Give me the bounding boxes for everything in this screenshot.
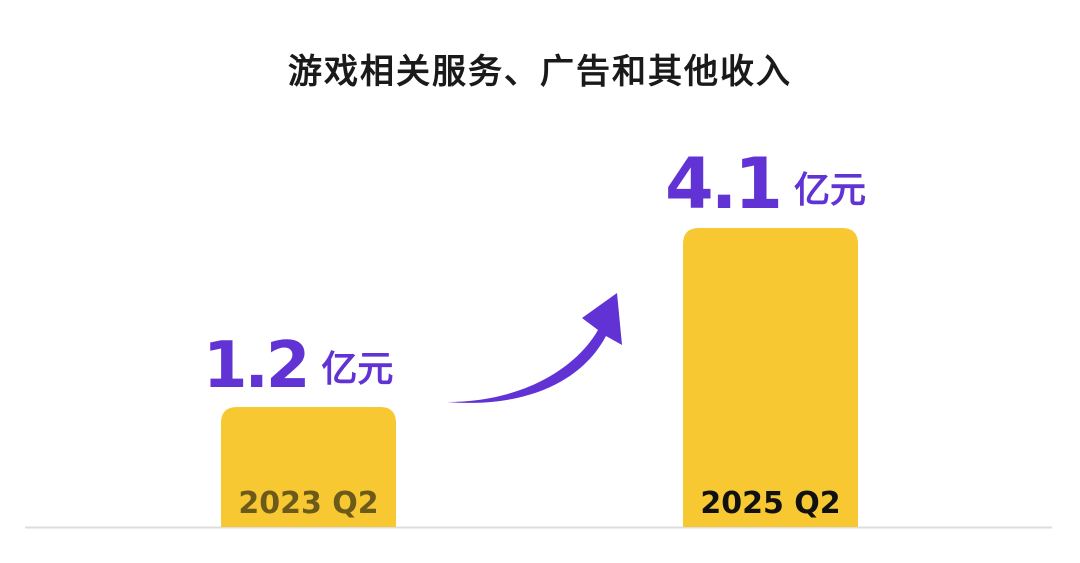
bar-2025-Q2 [683, 228, 858, 527]
bar-2023-Q2 [221, 406, 396, 527]
category-label: 2023 Q2 [238, 486, 378, 521]
upward-arrow-icon [447, 293, 622, 403]
value-label: 1.2 [203, 329, 307, 403]
value-label: 4.1 [665, 143, 780, 225]
unit-label: 亿元 [794, 170, 866, 211]
chart-title: 游戏相关服务、广告和其他收入 [288, 52, 792, 92]
category-label: 2025 Q2 [700, 486, 840, 521]
unit-label: 亿元 [321, 349, 393, 390]
